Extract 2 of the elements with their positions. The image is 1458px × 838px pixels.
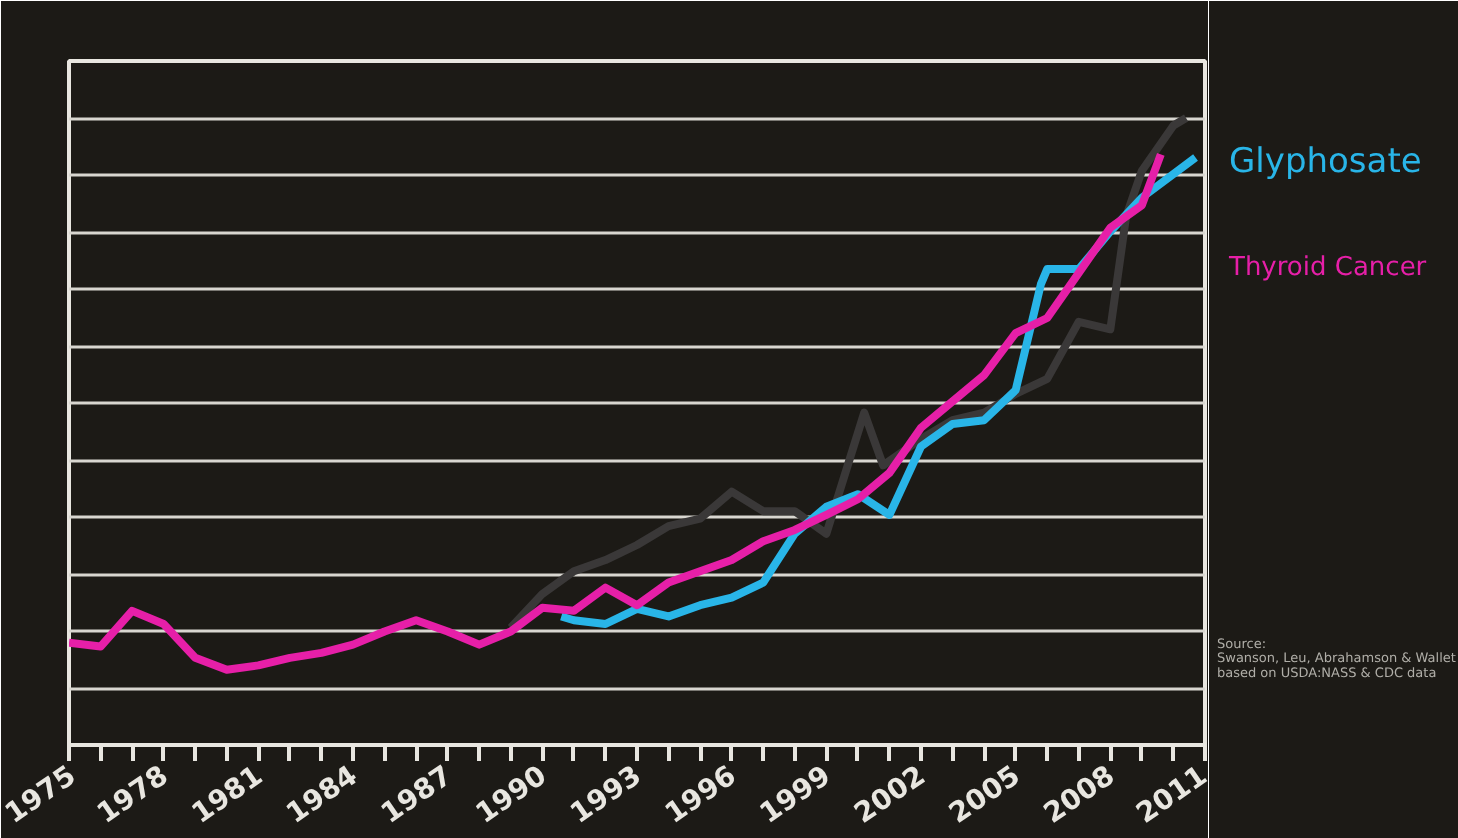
text: Thyroid Cancer — [1227, 253, 1428, 284]
series-label: Glyphosate — [1229, 142, 1422, 183]
